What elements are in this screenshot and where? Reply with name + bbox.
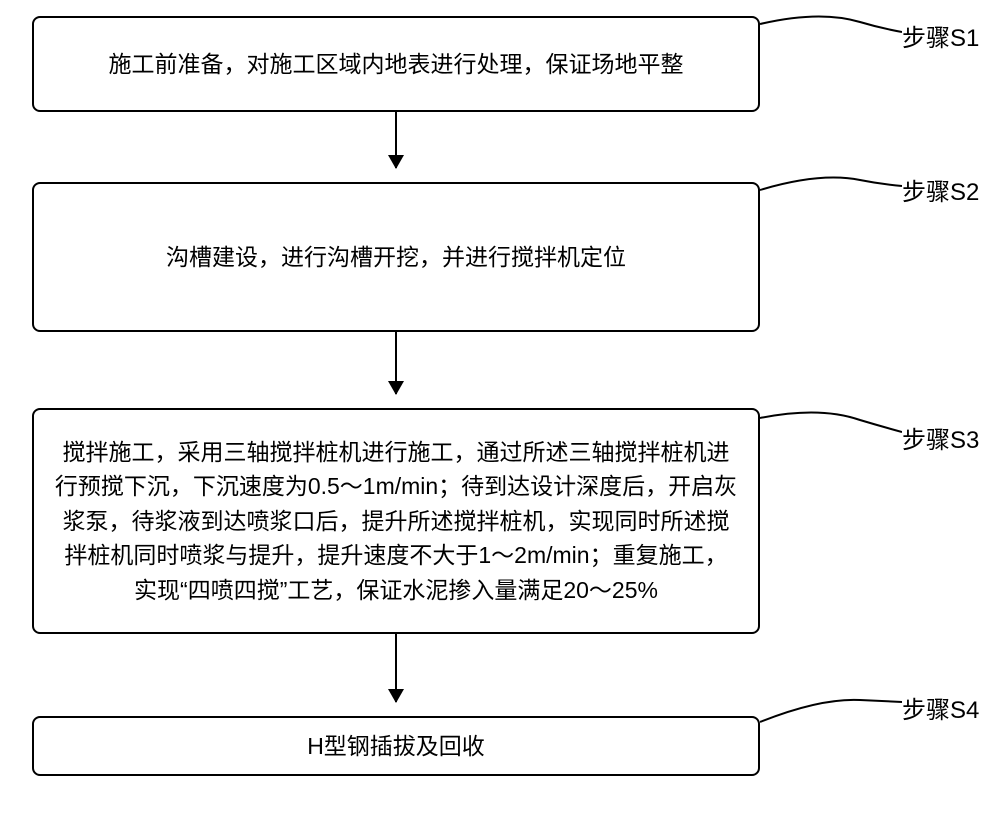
step-s4-box: H型钢插拔及回收 [32, 716, 760, 776]
arrow-3 [395, 634, 397, 702]
step-s1-box: 施工前准备，对施工区域内地表进行处理，保证场地平整 [32, 16, 760, 112]
step-s2-label: 步骤S2 [902, 172, 979, 207]
connector-s2 [760, 168, 902, 198]
connector-s1 [760, 12, 902, 42]
step-s1-text: 施工前准备，对施工区域内地表进行处理，保证场地平整 [109, 47, 684, 82]
step-s2-box: 沟槽建设，进行沟槽开挖，并进行搅拌机定位 [32, 182, 760, 332]
step-s1-label: 步骤S1 [902, 18, 979, 53]
arrow-1 [395, 112, 397, 168]
step-s2-text: 沟槽建设，进行沟槽开挖，并进行搅拌机定位 [166, 240, 626, 275]
step-s3-label: 步骤S3 [902, 420, 979, 455]
step-s3-text: 搅拌施工，采用三轴搅拌桩机进行施工，通过所述三轴搅拌桩机进行预搅下沉，下沉速度为… [54, 435, 738, 608]
step-s4-text: H型钢插拔及回收 [307, 729, 485, 764]
connector-s3 [760, 408, 902, 438]
flowchart-container: 施工前准备，对施工区域内地表进行处理，保证场地平整 步骤S1 沟槽建设，进行沟槽… [0, 0, 1000, 814]
step-s3-box: 搅拌施工，采用三轴搅拌桩机进行施工，通过所述三轴搅拌桩机进行预搅下沉，下沉速度为… [32, 408, 760, 634]
connector-s4 [760, 688, 902, 728]
arrow-2 [395, 332, 397, 394]
step-s4-label: 步骤S4 [902, 690, 979, 725]
